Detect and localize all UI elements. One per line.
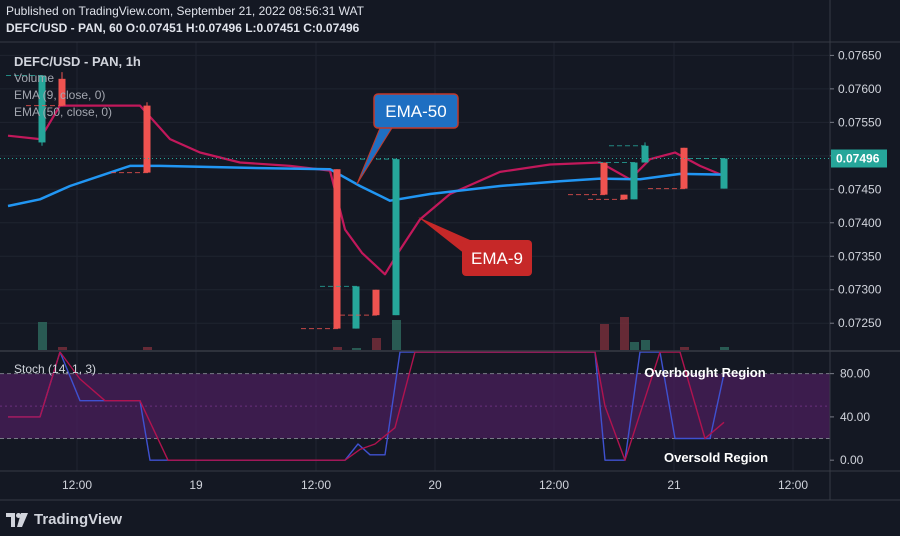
time-tick-label: 21 [667,478,681,492]
candle [38,75,46,143]
volume-bar [630,342,639,350]
last-price-badge [831,149,887,168]
price-tick-label: 0.07300 [838,283,882,297]
volume-bar [38,322,47,350]
candle [352,286,360,329]
candle [600,162,608,195]
stoch-tick-label: 80.00 [840,367,870,381]
price-tick-label: 0.07650 [838,48,882,62]
ema-9-callout-label: EMA-9 [471,249,523,268]
candle [641,145,649,163]
volume-bar [372,338,381,350]
volume-bar [680,347,689,350]
time-tick-label: 20 [428,478,442,492]
candle [620,194,628,200]
volume-bar [333,347,342,350]
ohlc-line: DEFC/USD - PAN, 60 O:0.07451 H:0.07496 L… [6,21,360,35]
volume-bar [641,340,650,350]
chart-title: DEFC/USD - PAN, 1h [14,54,141,69]
volume-bar [392,320,401,350]
time-tick-label: 12:00 [301,478,331,492]
volume-bar [720,347,729,350]
tradingview-logo[interactable]: TradingView [6,511,122,528]
candle [720,158,728,189]
candle [630,162,638,200]
stoch-k-line [8,351,725,461]
legend-item: EMA (9, close, 0) [14,88,105,102]
stoch-tick-label: 40.00 [840,410,870,424]
volume-bar [620,317,629,350]
stoch-title: Stoch (14, 1, 3) [14,362,96,376]
volume-bar [58,347,67,350]
time-tick-label: 19 [189,478,203,492]
time-tick-label: 12:00 [539,478,569,492]
stoch-d-line [8,351,725,461]
candle [58,78,66,106]
brand-label: TradingView [34,511,123,528]
price-tick-label: 0.07400 [838,216,882,230]
last-price-label: 0.07496 [836,152,880,166]
volume-bar [600,324,609,350]
ema-50-line [7,164,725,208]
stoch-tick-label: 0.00 [840,453,864,467]
price-tick-label: 0.07250 [838,316,882,330]
time-tick-label: 12:00 [62,478,92,492]
candle [680,147,688,189]
candle [372,289,380,316]
price-tick-label: 0.07350 [838,249,882,263]
published-line: Published on TradingView.com, September … [6,4,364,18]
candle [143,105,151,173]
ema-50-callout [373,93,459,129]
time-tick-label: 12:00 [778,478,808,492]
ema-9-callout [462,240,532,276]
tradingview-icon [6,512,28,527]
ema-50-callout-label: EMA-50 [385,102,446,121]
oversold-label: Oversold Region [664,450,768,465]
candle [392,159,400,316]
legend-item: Volume [14,71,54,85]
legend-item: EMA (50, close, 0) [14,105,112,119]
overbought-label: Overbought Region [644,365,765,380]
candle [333,169,341,329]
volume-bar [143,347,152,350]
price-tick-label: 0.07450 [838,182,882,196]
price-tick-label: 0.07600 [838,82,882,96]
price-tick-label: 0.07550 [838,115,882,129]
volume-bar [352,348,361,350]
ema-9-callout-pointer [418,217,470,258]
